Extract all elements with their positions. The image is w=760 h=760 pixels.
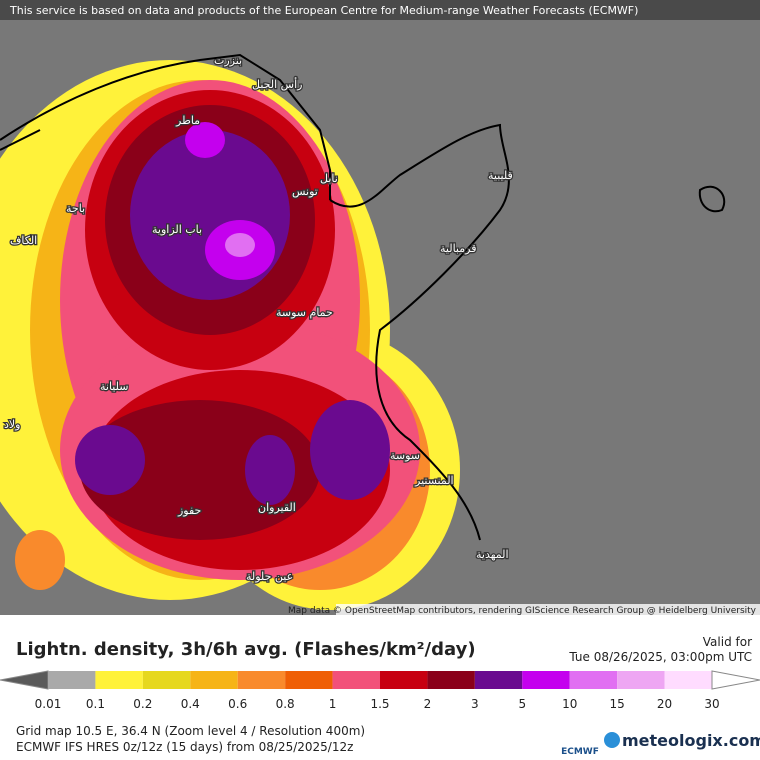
attribution-bar	[0, 0, 760, 20]
city-label: قرمبالية	[440, 242, 476, 255]
colorbar-label: 15	[610, 697, 625, 711]
colorbar-segment	[617, 671, 665, 689]
valid-label: Valid for	[703, 635, 752, 649]
city-label: حفوز	[177, 504, 201, 517]
colorbar-segment	[285, 671, 333, 689]
city-label: باب الزاوية	[152, 223, 202, 236]
city-label: حمام سوسة	[276, 306, 333, 319]
city-label: المهدية	[476, 548, 509, 561]
colorbar-label: 0.4	[181, 697, 200, 711]
colorbar-label: 0.1	[86, 697, 105, 711]
colorbar-segment	[95, 671, 143, 689]
colorbar-segment	[569, 671, 618, 689]
legend-title: Lightn. density, 3h/6h avg. (Flashes/km²…	[16, 639, 476, 660]
colorbar-label: 20	[657, 697, 672, 711]
brand-icon	[604, 732, 620, 748]
colorbar-label: 1.5	[370, 697, 389, 711]
city-label: باجة	[66, 202, 85, 215]
city-label: بنزرت	[214, 54, 242, 67]
attribution: This service is based on data and produc…	[9, 4, 638, 17]
island	[698, 185, 726, 213]
colorbar-segment	[190, 671, 238, 689]
colorbar-segment	[237, 671, 286, 689]
city-label: رأس الجبل	[252, 77, 302, 91]
colorbar-segment	[474, 671, 523, 689]
city-label: سليانة	[100, 380, 129, 393]
colorbar-label: 0.01	[35, 697, 62, 711]
city-label: الكاف	[10, 234, 37, 247]
city-label: قليبية	[488, 169, 513, 182]
city-label: نابل	[320, 172, 338, 185]
colorbar-label: 30	[704, 697, 719, 711]
colorbar-segment	[664, 671, 712, 689]
map-credit: Map data © OpenStreetMap contributors, r…	[288, 606, 757, 616]
city-label: القيروان	[258, 501, 296, 514]
brand-logo[interactable]: meteologix.com	[622, 731, 760, 750]
map: This service is based on data and produc…	[0, 0, 760, 616]
city-label: ماطر	[175, 114, 200, 127]
colorbar-segment	[142, 671, 191, 689]
colorbar-label: 1	[329, 697, 337, 711]
colorbar-label: 0.6	[228, 697, 247, 711]
model-info: ECMWF IFS HRES 0z/12z (15 days) from 08/…	[16, 740, 353, 754]
city-label: المنستير	[414, 474, 454, 487]
colorbar-label: 2	[424, 697, 432, 711]
coastline	[0, 53, 331, 200]
colorbar-segment	[522, 671, 570, 689]
ecmwf-logo: ECMWF	[561, 747, 599, 757]
colorbar-segment	[427, 671, 475, 689]
colorbar-label: 5	[518, 697, 526, 711]
city-label: عين جلولة	[246, 570, 293, 583]
colorbar-label: 0.2	[133, 697, 152, 711]
valid-time: Tue 08/26/2025, 03:00pm UTC	[568, 650, 752, 664]
credit-bg	[336, 604, 760, 615]
colorbar-label: 3	[471, 697, 479, 711]
colorbar-label: 0.8	[276, 697, 295, 711]
city-label: ولاد	[4, 418, 20, 431]
coastline	[329, 123, 510, 541]
grid-info: Grid map 10.5 E, 36.4 N (Zoom level 4 / …	[16, 724, 365, 738]
colorbar-segment	[48, 671, 96, 689]
colorbar-segment	[332, 671, 380, 689]
colorbar-end	[711, 670, 760, 690]
colorbar-segment	[380, 671, 428, 689]
colorbar: 0.01 0.1 0.2 0.4 0.6 0.8 1 1.5 2 3 5 10 15 20 30	[0, 670, 760, 711]
city-label: تونس	[292, 185, 318, 198]
lightning-field	[0, 60, 460, 610]
colorbar-label: 10	[562, 697, 577, 711]
colorbar-end	[0, 670, 49, 690]
city-label: سوسة	[390, 449, 420, 462]
